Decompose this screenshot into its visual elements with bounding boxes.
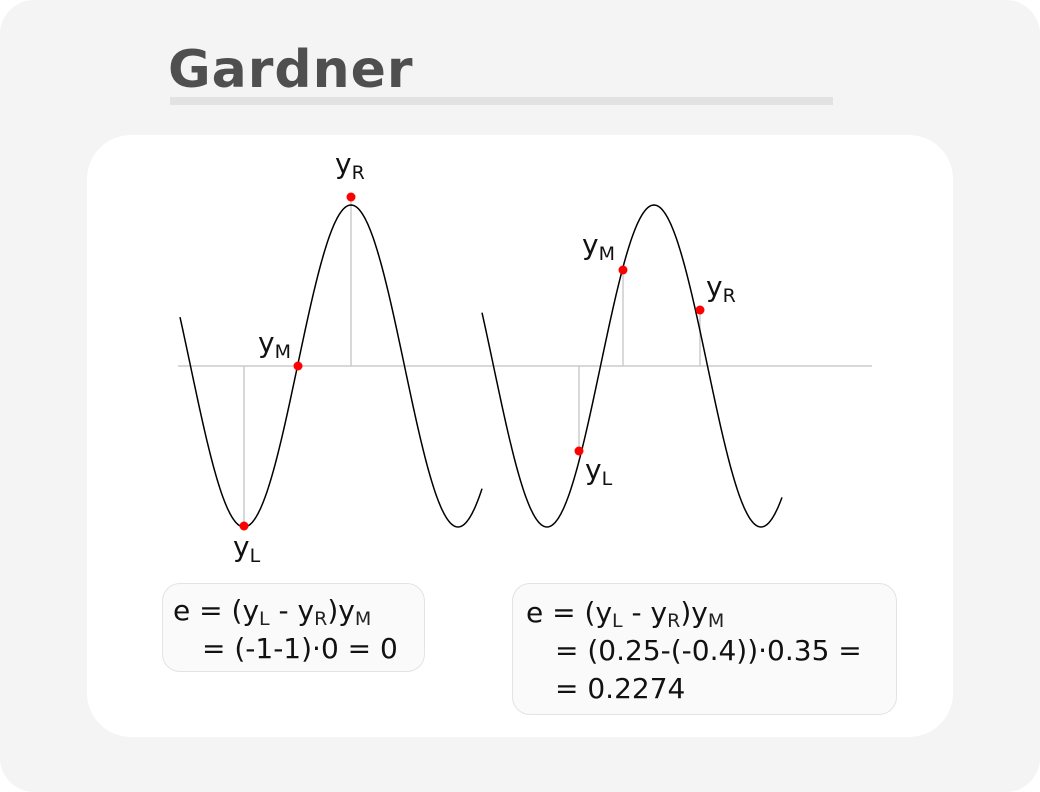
title-underline <box>170 97 833 105</box>
right-sample-L <box>574 446 584 456</box>
left-sample-R <box>346 192 356 202</box>
right-equation-line-1: e = (yL - yR)yM <box>526 596 725 632</box>
left-label-R: yR <box>335 147 365 184</box>
left-label-M: yM <box>258 326 291 363</box>
left-equation-box: e = (yL - yR)yM = (-1-1)·0 = 0 <box>162 583 425 672</box>
right-waveform <box>481 204 783 528</box>
left-sample-L <box>239 521 249 531</box>
right-equation-line-3: = 0.2274 <box>555 672 686 705</box>
right-equation-box: e = (yL - yR)yM = (0.25-(-0.4))·0.35 = =… <box>512 583 897 715</box>
right-equation-line-2: = (0.25-(-0.4))·0.35 = <box>555 634 862 667</box>
left-label-L: yL <box>233 530 261 567</box>
left-equation-line-1: e = (yL - yR)yM <box>173 594 372 630</box>
left-waveform <box>179 204 483 528</box>
page-title: Gardner <box>168 40 414 100</box>
right-label-M: yM <box>582 228 615 265</box>
left-sample-M <box>293 361 303 371</box>
right-sample-R <box>695 305 705 315</box>
right-label-R: yR <box>706 270 736 307</box>
left-equation-line-2: = (-1-1)·0 = 0 <box>202 632 398 665</box>
right-label-L: yL <box>585 453 613 490</box>
right-sample-M <box>618 265 628 275</box>
